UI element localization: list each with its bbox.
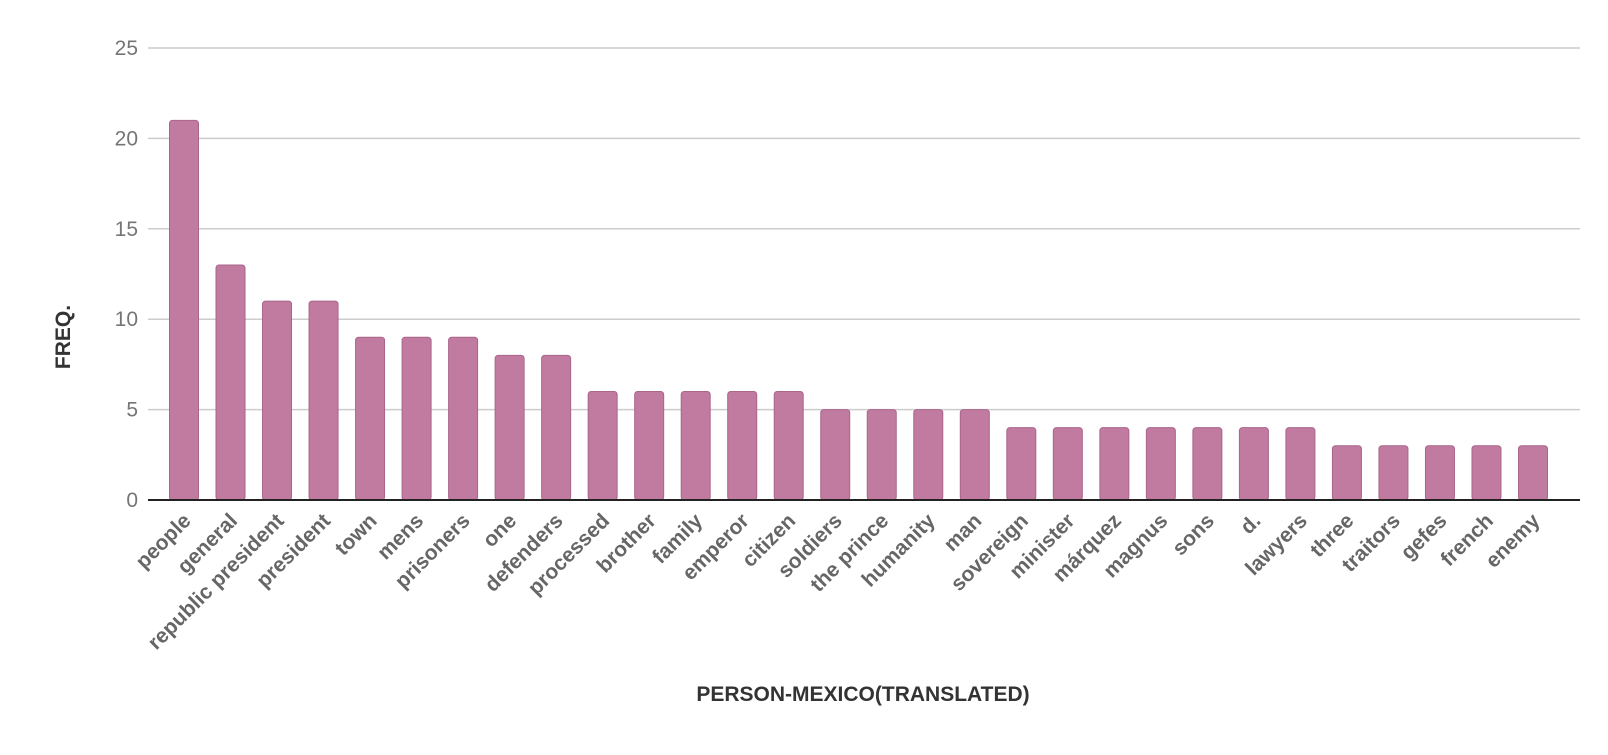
x-tick-label: sons xyxy=(1168,509,1219,560)
bar xyxy=(680,391,711,501)
bar xyxy=(215,264,246,501)
bar xyxy=(1331,445,1362,501)
bar xyxy=(541,354,572,501)
bar xyxy=(1238,427,1269,501)
bar xyxy=(308,300,339,501)
bar xyxy=(1052,427,1083,501)
bar xyxy=(634,391,665,501)
y-tick-label: 10 xyxy=(115,308,138,331)
bar xyxy=(773,391,804,501)
bar xyxy=(401,336,432,501)
bar xyxy=(1192,427,1223,501)
y-tick-label: 0 xyxy=(126,489,138,512)
y-axis-ticks: 0 5 10 15 20 25 xyxy=(115,37,138,512)
bar xyxy=(1471,445,1502,501)
y-axis-title: FREQ. xyxy=(52,305,75,369)
bar xyxy=(866,409,897,501)
bar xyxy=(587,391,618,501)
y-tick-label: 20 xyxy=(115,127,138,150)
bar xyxy=(494,354,525,501)
y-tick-label: 5 xyxy=(126,399,138,422)
bar xyxy=(355,336,386,501)
bar xyxy=(1378,445,1409,501)
bar xyxy=(913,409,944,501)
bar xyxy=(1518,445,1548,501)
bar xyxy=(169,119,199,501)
grid-lines xyxy=(148,47,1580,411)
bar xyxy=(1006,427,1037,501)
bar xyxy=(1099,427,1130,501)
y-tick-label: 25 xyxy=(115,37,138,60)
bar xyxy=(959,409,990,501)
bar xyxy=(1145,427,1176,501)
bar xyxy=(1424,445,1455,501)
bar xyxy=(262,300,293,501)
bars xyxy=(169,119,1548,501)
bar xyxy=(820,409,851,501)
x-tick-label: d. xyxy=(1236,509,1265,538)
x-axis-title: PERSON-MEXICO(TRANSLATED) xyxy=(696,683,1029,706)
bar xyxy=(727,391,758,501)
bar xyxy=(448,336,479,501)
x-tick-label: town xyxy=(331,509,382,560)
y-tick-label: 15 xyxy=(115,218,138,241)
bar xyxy=(1285,427,1316,501)
